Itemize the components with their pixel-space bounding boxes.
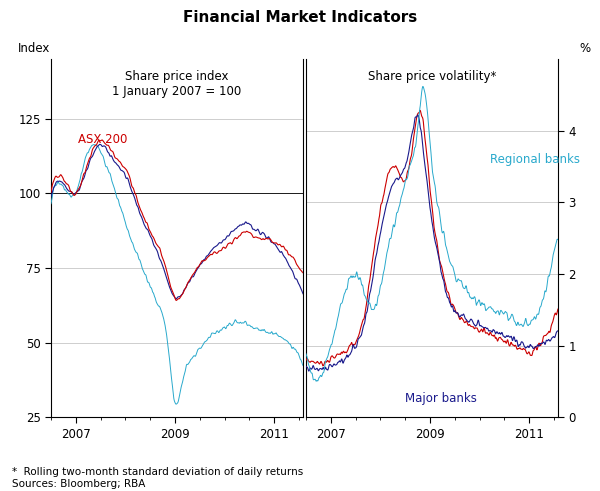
Text: Regional banks: Regional banks xyxy=(490,153,580,166)
Text: Major banks: Major banks xyxy=(405,392,477,405)
Text: Share price volatility*: Share price volatility* xyxy=(368,70,496,82)
Text: *  Rolling two-month standard deviation of daily returns
Sources: Bloomberg; RBA: * Rolling two-month standard deviation o… xyxy=(12,467,303,489)
Text: ASX 200: ASX 200 xyxy=(78,133,128,145)
Text: %: % xyxy=(580,42,591,55)
Text: Share price index
1 January 2007 = 100: Share price index 1 January 2007 = 100 xyxy=(112,70,242,98)
Text: Financial Market Indicators: Financial Market Indicators xyxy=(183,9,417,25)
Text: Index: Index xyxy=(18,42,50,55)
